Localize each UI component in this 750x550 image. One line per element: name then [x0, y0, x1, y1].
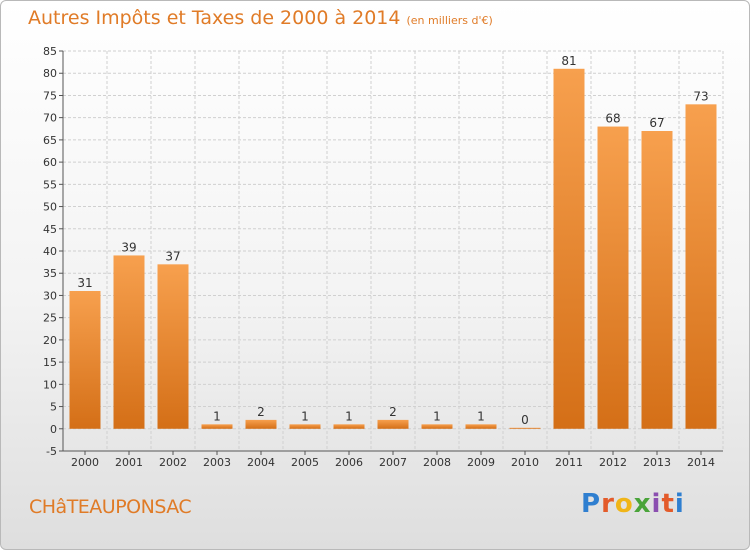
commune-name: CHâTEAUPONSAC: [29, 496, 192, 518]
data-label-2002: 37: [165, 249, 180, 263]
data-label-2012: 68: [605, 112, 620, 126]
data-label-2007: 2: [389, 405, 397, 419]
data-label-2000: 31: [77, 276, 92, 290]
y-tick-label: 50: [43, 201, 57, 214]
bar-2009: [465, 424, 497, 429]
logo-letter: r: [601, 489, 615, 519]
axes: -505101520253035404550556065707580852000…: [43, 45, 723, 469]
chart-unit: (en milliers d'€): [406, 14, 493, 27]
y-tick-label: 55: [43, 178, 57, 191]
y-tick-label: 0: [50, 423, 57, 436]
y-tick-label: 80: [43, 67, 57, 80]
logo-letter: P: [581, 489, 602, 519]
bar-2000: [69, 291, 101, 429]
y-tick-label: 65: [43, 134, 57, 147]
y-tick-label: 30: [43, 289, 57, 302]
data-label-2010: 0: [521, 413, 529, 427]
bar-2002: [157, 264, 189, 429]
x-tick-label-2003: 2003: [203, 456, 231, 469]
y-tick-label: 60: [43, 156, 57, 169]
x-tick-label-2010: 2010: [511, 456, 539, 469]
x-tick-label-2005: 2005: [291, 456, 319, 469]
data-label-2006: 1: [345, 409, 353, 423]
x-tick-label-2000: 2000: [71, 456, 99, 469]
bar-2004: [245, 419, 277, 429]
x-tick-label-2014: 2014: [687, 456, 715, 469]
bar-2005: [289, 424, 321, 429]
bar-2007: [377, 419, 409, 429]
logo-letter: t: [661, 489, 675, 519]
x-tick-label-2013: 2013: [643, 456, 671, 469]
y-tick-label: -5: [46, 445, 57, 458]
data-label-2013: 67: [649, 116, 664, 130]
logo-letter: i: [651, 489, 662, 519]
data-label-2005: 1: [301, 409, 309, 423]
bar-2006: [333, 424, 365, 429]
bar-2003: [201, 424, 233, 429]
bar-2014: [685, 104, 717, 429]
data-label-2004: 2: [257, 405, 265, 419]
data-label-2014: 73: [693, 89, 708, 103]
bar-2001: [113, 255, 145, 429]
x-tick-label-2009: 2009: [467, 456, 495, 469]
x-tick-label-2001: 2001: [115, 456, 143, 469]
bar-2011: [553, 68, 585, 429]
data-label-2011: 81: [561, 54, 576, 68]
y-tick-label: 40: [43, 245, 57, 258]
x-tick-label-2007: 2007: [379, 456, 407, 469]
x-tick-label-2004: 2004: [247, 456, 275, 469]
data-label-2009: 1: [477, 409, 485, 423]
y-tick-label: 45: [43, 223, 57, 236]
y-tick-label: 85: [43, 45, 57, 58]
logo-letter: x: [633, 489, 652, 519]
y-tick-label: 5: [50, 401, 57, 414]
y-tick-label: 25: [43, 312, 57, 325]
y-tick-label: 15: [43, 356, 57, 369]
x-tick-label-2006: 2006: [335, 456, 363, 469]
x-tick-label-2002: 2002: [159, 456, 187, 469]
data-labels: 31 39 37 1 2 1 1 2 1 1 0 81 68 67 73: [77, 54, 708, 427]
y-tick-label: 75: [43, 89, 57, 102]
proxiti-logo: Proxiti: [581, 489, 685, 519]
bar-2012: [597, 126, 629, 429]
logo-letter: o: [614, 489, 634, 519]
bars: [69, 68, 717, 429]
data-label-2001: 39: [121, 240, 136, 254]
x-tick-label-2012: 2012: [599, 456, 627, 469]
chart-title-text: Autres Impôts et Taxes de 2000 à 2014: [28, 7, 401, 29]
bar-2013: [641, 131, 673, 429]
bar-2008: [421, 424, 453, 429]
x-tick-label-2011: 2011: [555, 456, 583, 469]
y-tick-label: 70: [43, 112, 57, 125]
x-tick-label-2008: 2008: [423, 456, 451, 469]
y-tick-label: 35: [43, 267, 57, 280]
chart-title: Autres Impôts et Taxes de 2000 à 2014 (en…: [28, 7, 493, 29]
logo-letter: i: [674, 489, 685, 519]
y-tick-label: 20: [43, 334, 57, 347]
data-label-2008: 1: [433, 409, 441, 423]
bar-2010: [509, 427, 541, 429]
data-label-2003: 1: [213, 409, 221, 423]
y-tick-label: 10: [43, 378, 57, 391]
